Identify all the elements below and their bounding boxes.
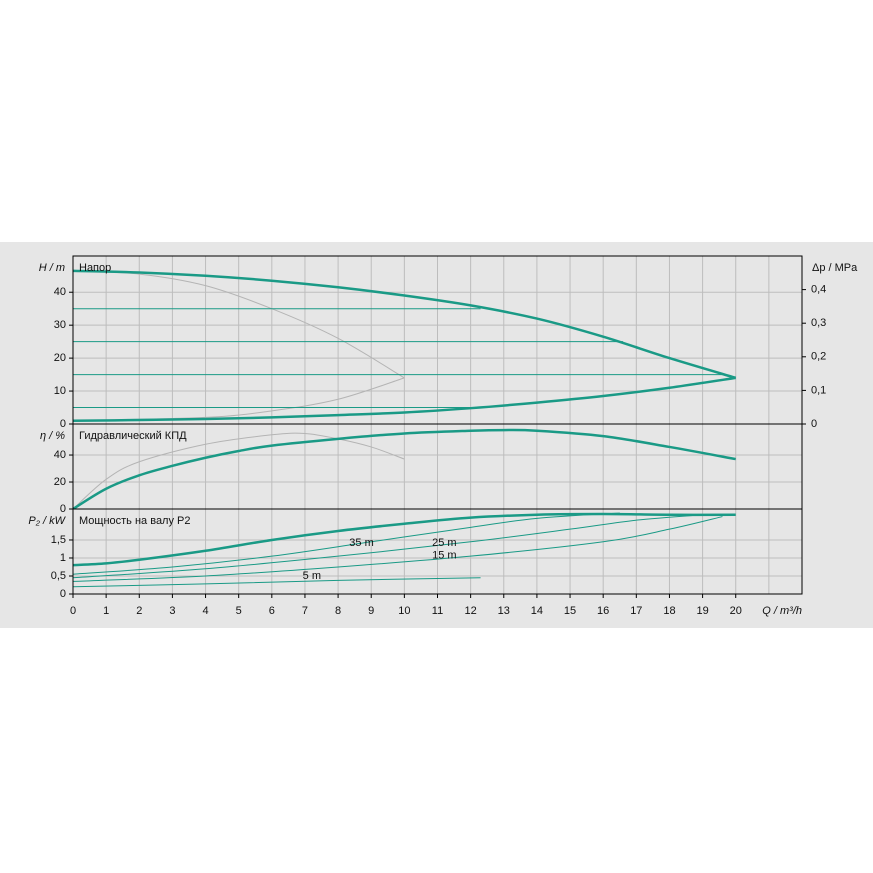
curve xyxy=(72,428,736,511)
y-tick-label: 1 xyxy=(60,552,66,564)
x-tick-label: 4 xyxy=(202,605,208,617)
curve-label: 35 m xyxy=(349,537,373,549)
x-tick-label: 10 xyxy=(398,605,410,617)
y-axis-label: H / m xyxy=(39,262,65,274)
curve xyxy=(72,514,703,579)
x-tick-label: 20 xyxy=(730,605,742,617)
x-tick-label: 1 xyxy=(103,605,109,617)
x-tick-label: 19 xyxy=(696,605,708,617)
x-tick-label: 3 xyxy=(169,605,175,617)
x-tick-label: 9 xyxy=(368,605,374,617)
panel-title: Напор xyxy=(79,262,111,274)
x-tick-label: 14 xyxy=(531,605,543,617)
x-tick-label: 15 xyxy=(564,605,576,617)
y-tick-label: 10 xyxy=(54,385,66,397)
x-tick-label: 16 xyxy=(597,605,609,617)
y-tick-label: 1,5 xyxy=(51,534,66,546)
y-tick-label: 20 xyxy=(54,352,66,364)
y-tick-label: 30 xyxy=(54,319,66,331)
x-tick-label: 5 xyxy=(236,605,242,617)
curve-label: 15 m xyxy=(432,549,456,561)
y-tick-label: 0,5 xyxy=(51,570,66,582)
x-tick-label: 8 xyxy=(335,605,341,617)
y2-tick-label: 0,4 xyxy=(811,284,826,296)
y2-tick-label: 0,2 xyxy=(811,351,826,363)
x-axis-label: Q / m³/h xyxy=(762,605,802,617)
y2-tick-label: 0 xyxy=(811,418,817,430)
curve xyxy=(72,432,405,510)
y2-tick-label: 0,1 xyxy=(811,384,826,396)
y-tick-label: 0 xyxy=(60,418,66,430)
x-tick-label: 6 xyxy=(269,605,275,617)
y2-tick-label: 0,3 xyxy=(811,317,826,329)
panel-title: Гидравлический КПД xyxy=(79,430,187,442)
curve xyxy=(72,512,736,567)
y2-axis-label: Δp / MPa xyxy=(812,262,858,274)
curve xyxy=(72,376,736,422)
x-tick-label: 13 xyxy=(498,605,510,617)
y-axis-label: P₂ / kW xyxy=(28,515,66,527)
y-axis-label: η / % xyxy=(40,430,65,442)
y-tick-label: 40 xyxy=(54,449,66,461)
x-tick-label: 2 xyxy=(136,605,142,617)
curve xyxy=(72,512,620,575)
y-tick-label: 20 xyxy=(54,476,66,488)
x-tick-label: 17 xyxy=(630,605,642,617)
x-tick-label: 0 xyxy=(70,605,76,617)
x-tick-label: 7 xyxy=(302,605,308,617)
y-tick-label: 40 xyxy=(54,286,66,298)
curve xyxy=(72,516,723,582)
panel-title: Мощность на валу P2 xyxy=(79,515,191,527)
x-tick-label: 11 xyxy=(432,605,443,617)
x-tick-label: 18 xyxy=(663,605,675,617)
curve-label: 5 m xyxy=(303,570,321,582)
curve-label: 25 m xyxy=(432,537,456,549)
curve xyxy=(72,577,481,588)
y-tick-label: 0 xyxy=(60,588,66,600)
y-tick-label: 0 xyxy=(60,503,66,515)
curve xyxy=(72,269,737,380)
x-tick-label: 12 xyxy=(465,605,477,617)
